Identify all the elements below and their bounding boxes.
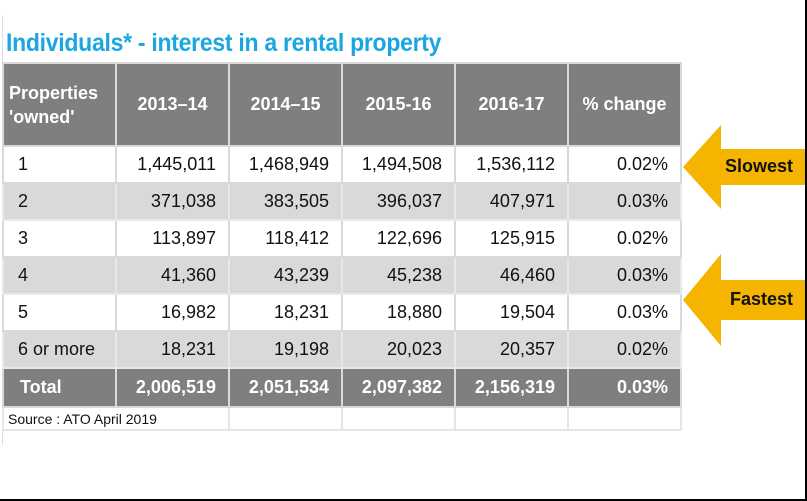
- table-cell: 1,445,011: [115, 145, 230, 184]
- table-cell: 0.03%: [567, 256, 682, 295]
- table-row: 1 1,445,011 1,468,949 1,494,508 1,536,112 0.0…: [2, 145, 682, 184]
- total-label: Total: [2, 367, 117, 408]
- rental-property-table: Properties 'owned' 2013–14 2014–15 2015-1…: [2, 62, 682, 431]
- arrow-left-icon: [683, 254, 805, 346]
- table-cell: 383,505: [228, 182, 343, 221]
- table-cell: 118,412: [228, 219, 343, 258]
- table-row: 5 16,982 18,231 18,880 19,504 0.03%: [2, 293, 682, 332]
- arrow-left-icon: [683, 125, 805, 209]
- table-cell: 19,198: [228, 330, 343, 369]
- table-cell: 20,023: [341, 330, 456, 369]
- table-row: 3 113,897 118,412 122,696 125,915 0.02%: [2, 219, 682, 258]
- header-line: 'owned': [9, 106, 75, 127]
- fastest-callout: Fastest: [683, 254, 805, 346]
- table-cell: 41,360: [115, 256, 230, 295]
- callout-label: Fastest: [729, 289, 793, 309]
- table-cell: 18,231: [228, 293, 343, 332]
- header-cell: % change: [567, 62, 682, 147]
- table-cell: 0.02%: [567, 219, 682, 258]
- header-cell: 2013–14: [115, 62, 230, 147]
- table-cell: 46,460: [454, 256, 569, 295]
- table-cell: 113,897: [115, 219, 230, 258]
- total-cell: 2,156,319: [454, 367, 569, 408]
- table-cell: 0.03%: [567, 293, 682, 332]
- total-cell: 2,051,534: [228, 367, 343, 408]
- table-row: 6 or more 18,231 19,198 20,023 20,357 0.02%: [2, 330, 682, 369]
- table-cell: 20,357: [454, 330, 569, 369]
- slowest-callout: Slowest: [683, 125, 805, 209]
- row-label: 6 or more: [2, 330, 117, 369]
- table-cell: 18,231: [115, 330, 230, 369]
- table-cell: 371,038: [115, 182, 230, 221]
- header-cell: 2015-16: [341, 62, 456, 147]
- table-cell: 0.02%: [567, 145, 682, 184]
- empty-cell: [454, 406, 569, 431]
- empty-cell: [567, 406, 682, 431]
- empty-cell: [228, 406, 343, 431]
- row-label: 3: [2, 219, 117, 258]
- source-row: Source : ATO April 2019: [2, 406, 682, 431]
- total-cell: 2,006,519: [115, 367, 230, 408]
- source-note: Source : ATO April 2019: [2, 406, 230, 431]
- header-properties: Properties 'owned': [2, 62, 117, 147]
- table-row: 2 371,038 383,505 396,037 407,971 0.03%: [2, 182, 682, 221]
- row-label: 5: [2, 293, 117, 332]
- row-label: 1: [2, 145, 117, 184]
- table-cell: 1,494,508: [341, 145, 456, 184]
- total-cell: 0.03%: [567, 367, 682, 408]
- table-cell: 0.02%: [567, 330, 682, 369]
- table-cell: 122,696: [341, 219, 456, 258]
- table-cell: 19,504: [454, 293, 569, 332]
- total-row: Total 2,006,519 2,051,534 2,097,382 2,156,31…: [2, 367, 682, 408]
- row-label: 4: [2, 256, 117, 295]
- header-cell: 2014–15: [228, 62, 343, 147]
- total-cell: 2,097,382: [341, 367, 456, 408]
- callout-label: Slowest: [724, 156, 793, 176]
- header-cell: 2016-17: [454, 62, 569, 147]
- table-cell: 396,037: [341, 182, 456, 221]
- table-row: 4 41,360 43,239 45,238 46,460 0.03%: [2, 256, 682, 295]
- table-cell: 43,239: [228, 256, 343, 295]
- table-cell: 16,982: [115, 293, 230, 332]
- table-cell: 0.03%: [567, 182, 682, 221]
- empty-cell: [341, 406, 456, 431]
- table-cell: 1,536,112: [454, 145, 569, 184]
- row-label: 2: [2, 182, 117, 221]
- header-line: Properties: [9, 82, 99, 103]
- table-cell: 18,880: [341, 293, 456, 332]
- header-row: Properties 'owned' 2013–14 2014–15 2015-1…: [2, 62, 682, 147]
- table-cell: 45,238: [341, 256, 456, 295]
- table-cell: 1,468,949: [228, 145, 343, 184]
- table-cell: 407,971: [454, 182, 569, 221]
- page-title: Individuals* - interest in a rental prop…: [6, 29, 442, 57]
- table-cell: 125,915: [454, 219, 569, 258]
